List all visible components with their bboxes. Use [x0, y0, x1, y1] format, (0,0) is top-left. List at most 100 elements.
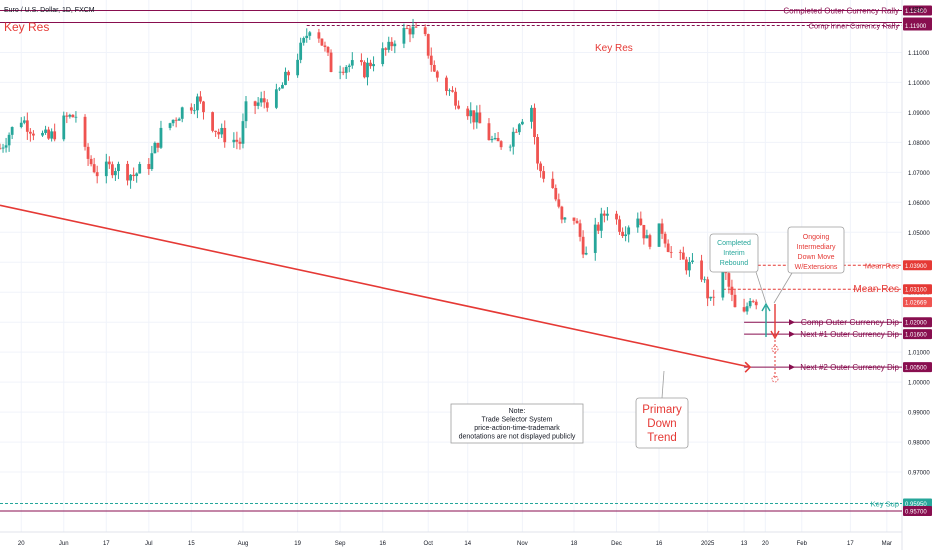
candle-body: [448, 90, 451, 92]
x-tick-label: Jun: [59, 541, 69, 547]
candle-body: [599, 213, 603, 231]
rebound-callout-text: Interim: [723, 250, 745, 257]
candle-body: [363, 62, 366, 78]
candle-body: [387, 41, 391, 50]
ongoing-callout-text: Ongoing: [803, 234, 830, 241]
candle-body: [721, 260, 725, 298]
candle-body: [74, 116, 78, 118]
candle-body: [22, 120, 26, 123]
candle-body: [402, 28, 406, 44]
candle-body: [366, 62, 369, 78]
x-tick-label: 20: [18, 541, 25, 547]
level-arrowhead: [789, 331, 795, 338]
candle-body: [196, 96, 199, 111]
candle-body: [520, 121, 524, 125]
candle-body: [533, 107, 536, 138]
candle-body: [606, 213, 609, 216]
price-tag: [903, 20, 932, 31]
candle-body: [393, 43, 397, 47]
candle-body: [408, 28, 412, 35]
price-tag: [903, 506, 932, 517]
candle-body: [132, 174, 136, 177]
x-tick-label: 17: [847, 541, 854, 547]
candle-body: [372, 64, 375, 67]
note-text: Trade Selector System: [482, 417, 553, 424]
candle-body: [551, 178, 555, 188]
level-arrowhead: [789, 319, 795, 326]
candle-body: [138, 164, 142, 174]
candle-body: [572, 217, 576, 221]
note-text: denotations are not displayed publicly: [459, 434, 576, 441]
level-label: Next #1 Outer Currency Dip: [800, 330, 899, 339]
candle-body: [344, 66, 348, 73]
candlestick-series: [0, 18, 758, 315]
candle-body: [615, 213, 618, 220]
candle-body: [296, 59, 300, 76]
x-tick-label: 19: [294, 541, 301, 547]
candle-body: [691, 260, 694, 262]
candle-body: [508, 146, 512, 148]
candle-body: [180, 107, 184, 119]
candle-body: [41, 132, 44, 136]
x-tick-label: Jul: [145, 541, 153, 547]
candle-body: [177, 118, 181, 121]
candle-body: [645, 235, 649, 239]
candle-body: [478, 112, 482, 124]
candle-body: [748, 301, 752, 307]
candle-body: [174, 119, 178, 121]
level-label: Completed Outer Currency Rally: [783, 6, 899, 15]
candle-body: [384, 48, 388, 50]
price-axis-labels: 1.124001.120001.119001.039001.031001.026…: [903, 5, 932, 517]
candle-body: [89, 158, 93, 165]
candle-body: [0, 148, 2, 150]
candle-body: [536, 137, 539, 164]
candle-body: [426, 34, 430, 56]
ongoing-callout-text: Intermediary: [797, 244, 836, 251]
candle-body: [338, 71, 342, 73]
candle-body: [347, 65, 351, 67]
candle-body: [642, 224, 646, 239]
candle-body: [666, 243, 670, 252]
candle-body: [83, 116, 87, 147]
candle-body: [432, 64, 436, 72]
chart-grid: [0, 0, 903, 550]
candle-body: [414, 26, 418, 28]
candle-body: [192, 110, 196, 112]
candle-body: [199, 96, 202, 102]
candle-body: [499, 141, 503, 148]
candle-body: [147, 164, 151, 170]
horizontal-levels: Completed Outer Currency Rally Comp Inner…: [0, 6, 902, 512]
price-tag-text: 1.12400: [905, 9, 927, 15]
rebound-callout-text: Completed: [717, 240, 751, 247]
y-tick-label: 1.08000: [908, 141, 930, 147]
price-tag-text: 0.95700: [905, 510, 927, 516]
candle-body: [53, 131, 57, 140]
candle-body: [32, 133, 35, 136]
candle-body: [256, 102, 260, 106]
x-tick-label: 18: [571, 541, 578, 547]
candle-body: [253, 101, 257, 106]
x-tick-label: 17: [103, 541, 110, 547]
candle-body: [575, 220, 579, 224]
candle-body: [369, 62, 372, 67]
candle-body: [554, 187, 558, 200]
candle-body: [7, 134, 11, 146]
candle-body: [557, 199, 561, 207]
candle-body: [360, 60, 363, 63]
extension-marker: [771, 345, 779, 353]
trend-arrowhead: [744, 361, 752, 373]
candle-body: [754, 301, 758, 306]
price-tag: [903, 5, 932, 16]
price-tag-text: 1.00500: [905, 366, 927, 372]
candle-body: [126, 163, 129, 181]
candle-body: [657, 223, 661, 247]
candle-body: [584, 252, 588, 255]
candle-body: [411, 26, 415, 35]
primary-trend-text: Trend: [647, 432, 677, 444]
y-tick-label: 0.97000: [908, 471, 930, 477]
candle-body: [457, 105, 460, 109]
candle-body: [171, 119, 175, 124]
candle-body: [281, 84, 284, 89]
price-tag-text: 1.01600: [905, 333, 927, 339]
